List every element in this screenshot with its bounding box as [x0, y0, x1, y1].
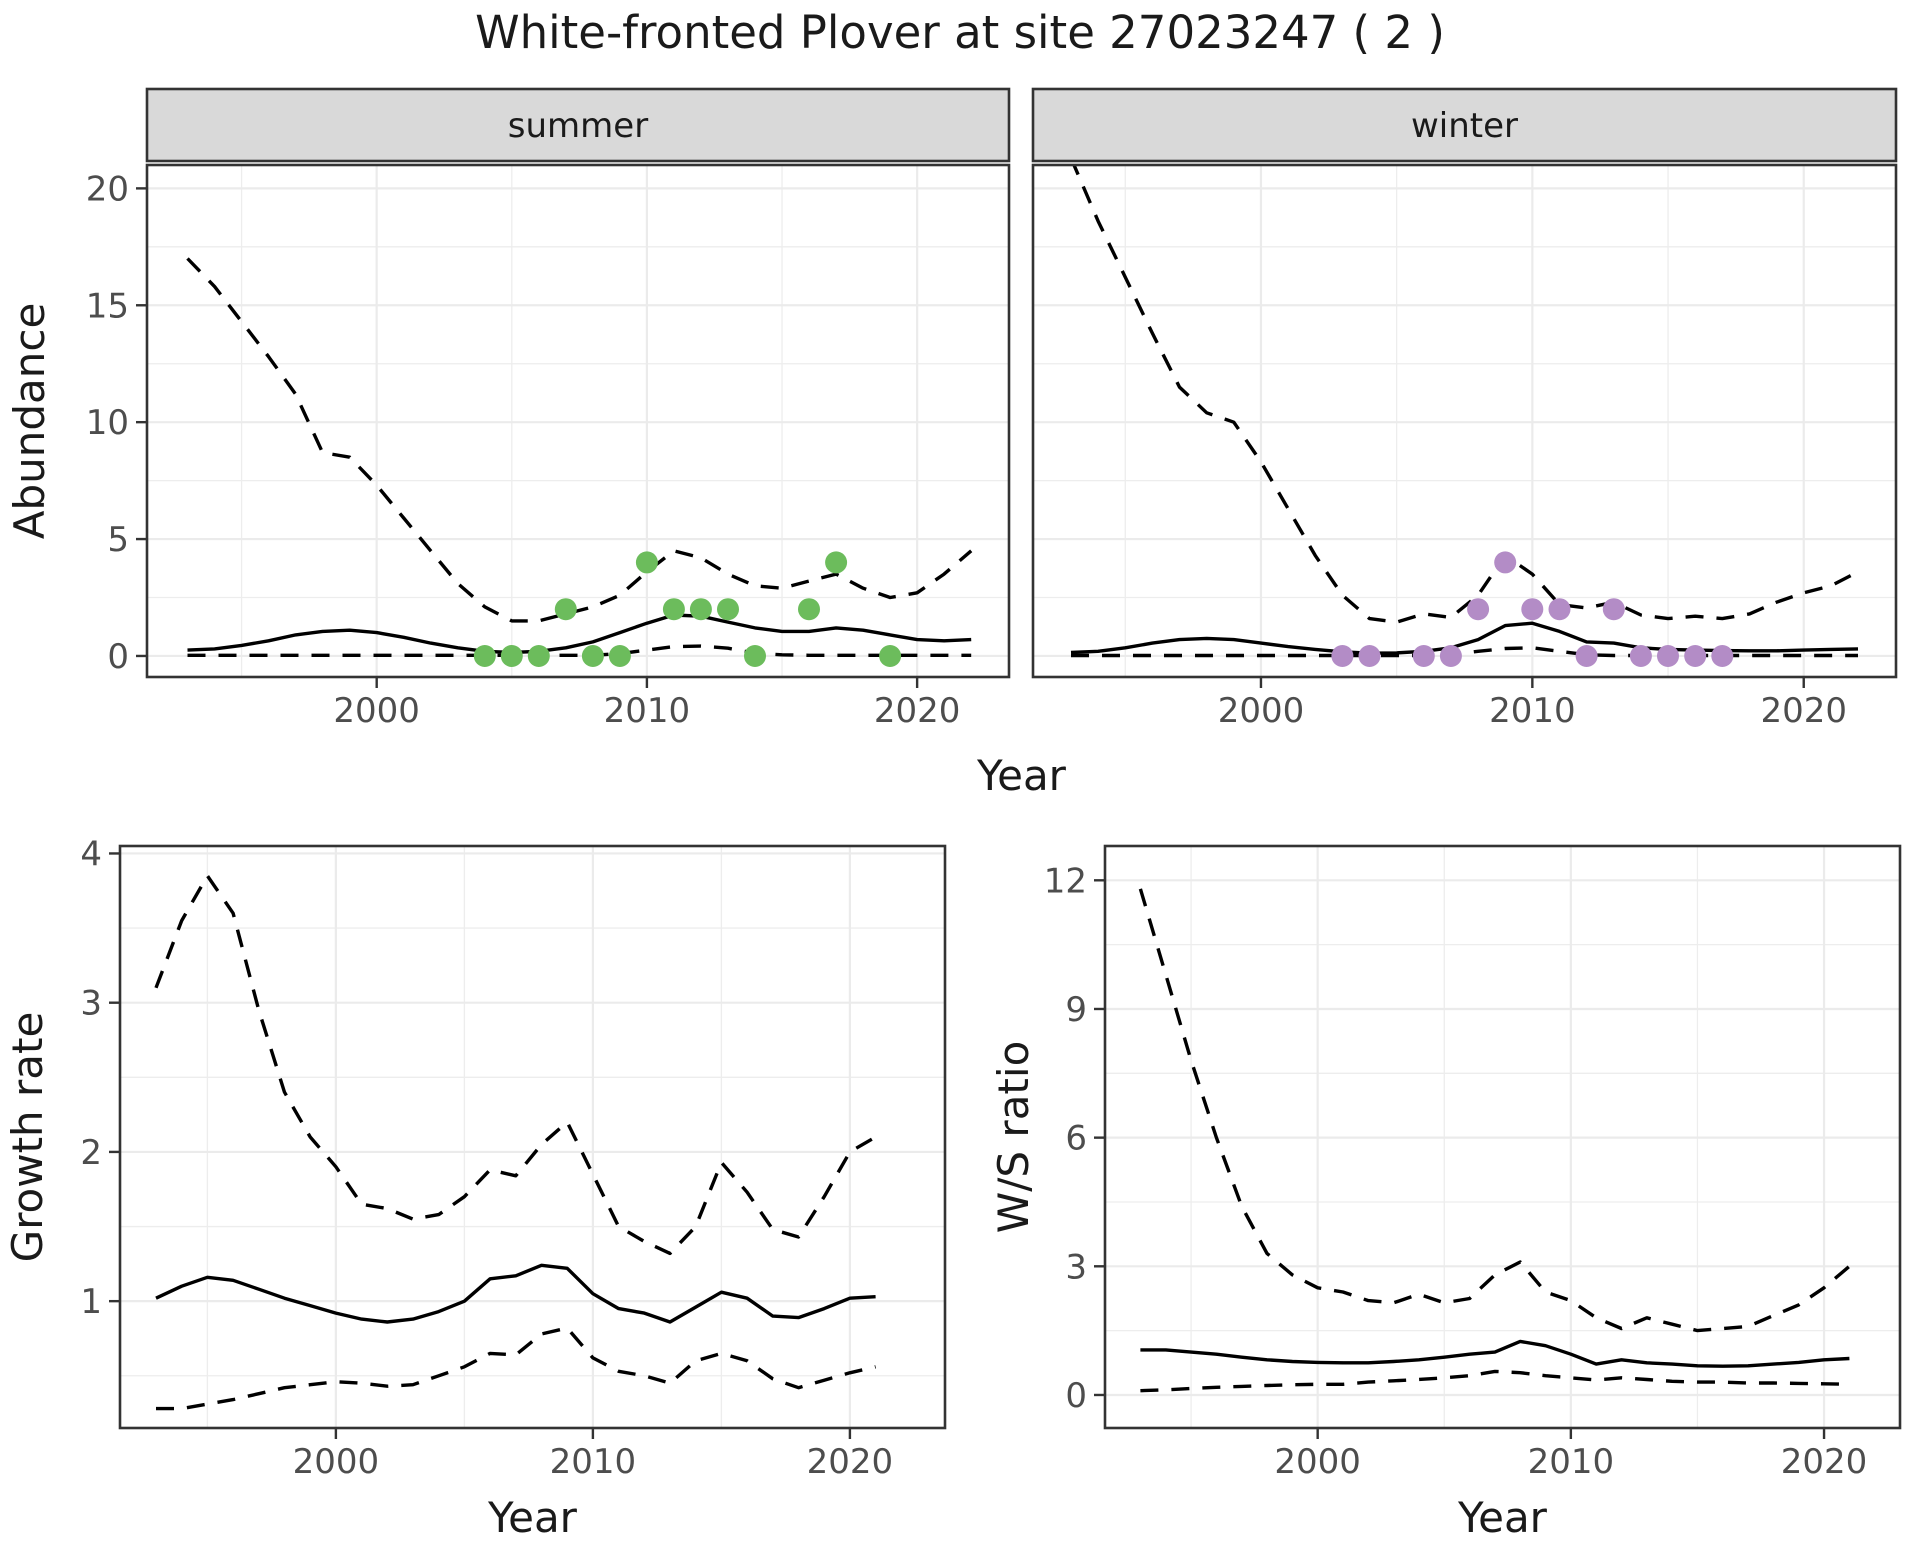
observed-point	[581, 645, 604, 667]
observed-point	[1331, 645, 1354, 667]
x-tick-label: 2000	[1274, 1442, 1361, 1482]
x-tick-label: 2000	[333, 691, 420, 731]
observed-point	[825, 551, 848, 574]
series-line-upper-95-ci	[1138, 888, 1851, 1333]
y-tick-label: 4	[80, 834, 102, 874]
x-tick-label: 2010	[604, 691, 691, 731]
observed-point	[1684, 645, 1707, 667]
y-tick-label: 3	[1065, 1247, 1087, 1287]
series-line-upper-95-ci	[186, 257, 973, 623]
panel-background	[147, 165, 1009, 677]
observed-point	[1548, 598, 1571, 621]
series-line-upper-95-ci	[1072, 165, 1859, 624]
facet-strip-label: summer	[508, 106, 648, 146]
observed-point	[1711, 645, 1734, 667]
x-tick-label: 2010	[1528, 1442, 1615, 1482]
y-tick-label: 20	[86, 169, 129, 209]
series-line-lower-95-ci	[1140, 1369, 1850, 1393]
figure-title: White-fronted Plover at site 27023247 ( …	[475, 6, 1445, 59]
x-axis-title-shared: Year	[976, 751, 1067, 800]
panel-border	[1031, 163, 1898, 679]
observed-point	[1657, 645, 1679, 667]
y-tick-label: 0	[1065, 1376, 1087, 1416]
observed-point	[554, 598, 577, 621]
observed-point	[744, 645, 766, 667]
observed-point	[1602, 598, 1625, 621]
observed-point	[879, 645, 902, 667]
series-line-lower-95-ci	[187, 644, 972, 657]
observed-point	[1412, 645, 1435, 667]
y-tick-label: 10	[86, 403, 129, 443]
observed-point	[527, 645, 550, 667]
observed-point	[662, 598, 685, 621]
observed-point	[1629, 645, 1652, 667]
observed-point	[717, 598, 739, 621]
panel-border	[118, 844, 947, 1430]
x-tick-label: 2010	[1489, 691, 1576, 731]
observed-point	[689, 598, 712, 621]
y-tick-label: 5	[107, 520, 129, 560]
x-tick-label: 2020	[807, 1442, 894, 1482]
y-axis-title: W/S ratio	[989, 1041, 1038, 1234]
observed-point	[500, 645, 523, 667]
series-line-upper-95-ci	[154, 874, 877, 1256]
x-axis-title: Year	[1457, 1493, 1548, 1542]
y-axis-title: Abundance	[5, 303, 54, 540]
observed-point	[1467, 598, 1490, 621]
observed-point	[1494, 551, 1517, 574]
y-axis-title: Growth rate	[3, 1012, 52, 1263]
observed-point	[1439, 645, 1462, 667]
series-line-mean	[155, 1263, 876, 1324]
y-tick-label: 3	[80, 984, 102, 1024]
x-tick-label: 2000	[293, 1442, 380, 1482]
facet-strip-label: winter	[1411, 106, 1518, 146]
y-tick-label: 2	[80, 1133, 102, 1173]
observed-point	[1521, 598, 1544, 621]
observed-point	[473, 645, 496, 667]
y-tick-label: 12	[1044, 861, 1087, 901]
observed-point	[608, 645, 631, 667]
x-tick-label: 2000	[1218, 691, 1305, 731]
y-tick-label: 9	[1065, 990, 1087, 1030]
panel-background	[1033, 165, 1896, 677]
series-line-mean	[187, 613, 972, 655]
y-tick-label: 1	[80, 1282, 102, 1322]
panel-background	[120, 846, 945, 1428]
observed-point	[1575, 645, 1598, 667]
y-tick-label: 15	[86, 286, 129, 326]
observed-point	[798, 598, 820, 621]
x-tick-label: 2020	[1760, 691, 1847, 731]
x-tick-label: 2020	[1781, 1442, 1868, 1482]
y-tick-label: 0	[107, 637, 129, 677]
y-tick-label: 6	[1065, 1119, 1087, 1159]
x-tick-label: 2020	[874, 691, 961, 731]
series-line-mean	[1140, 1339, 1850, 1368]
facet-strip	[145, 87, 1011, 163]
observed-point	[1358, 645, 1381, 667]
x-tick-label: 2010	[550, 1442, 637, 1482]
observed-point	[635, 551, 658, 574]
x-axis-title: Year	[487, 1493, 578, 1542]
facet-strip	[1031, 87, 1898, 163]
